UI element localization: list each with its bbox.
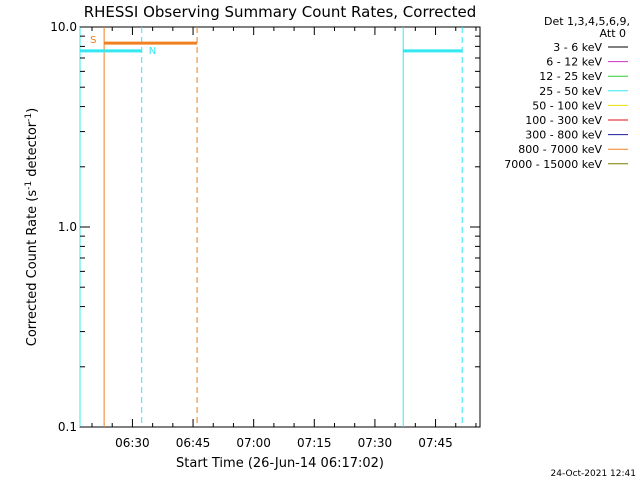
legend-item-label-5: 100 - 300 keV xyxy=(525,114,602,127)
axis-ticks: 06:30 06:45 07:00 07:15 07:30 07:45 0.1 1.0 10.0 xyxy=(50,20,480,450)
y-label-mid: detector xyxy=(25,121,40,181)
y-label-sup1: -1 xyxy=(24,181,34,190)
y-axis-label: Corrected Count Rate (s-1 detector-1) xyxy=(24,108,40,346)
legend-item-label-2: 12 - 25 keV xyxy=(539,70,602,83)
flag-label-s: S xyxy=(90,35,96,46)
x-tick-label-5: 07:45 xyxy=(418,436,453,450)
y-tick-label-1: 1.0 xyxy=(58,220,77,234)
timestamp: 24-Oct-2021 12:41 xyxy=(551,469,636,479)
legend-item-label-1: 6 - 12 keV xyxy=(546,56,602,69)
marker-lines xyxy=(79,27,463,427)
y-label-sup2: -1 xyxy=(24,113,34,122)
x-tick-label-2: 07:00 xyxy=(236,436,271,450)
y-label-end: ) xyxy=(25,108,40,113)
flag-label-n: N xyxy=(149,46,156,57)
x-tick-label-3: 07:15 xyxy=(297,436,332,450)
x-axis-label: Start Time (26-Jun-14 06:17:02) xyxy=(176,456,384,471)
plot-frame xyxy=(79,26,481,428)
x-tick-label-0: 06:30 xyxy=(115,436,150,450)
y-label-main: Corrected Count Rate (s xyxy=(25,190,40,347)
legend-item-label-0: 3 - 6 keV xyxy=(553,41,602,54)
legend-header-line1: Det 1,3,4,5,6,9, xyxy=(544,15,630,28)
plot-area: SN 06:30 06:45 07:00 07:15 07:30 07:450.11.01… xyxy=(50,20,481,450)
y-tick-label-2: 10.0 xyxy=(50,20,77,34)
y-tick-label-0: 0.1 xyxy=(58,420,77,434)
legend-item-label-6: 300 - 800 keV xyxy=(525,129,602,142)
legend-item-label-7: 800 - 7000 keV xyxy=(518,143,602,156)
chart-title: RHESSI Observing Summary Count Rates, Co… xyxy=(84,3,477,21)
legend-item-label-3: 25 - 50 keV xyxy=(539,85,602,98)
legend: Det 1,3,4,5,6,9, Att 0 3 - 6 keV 6 - 12 k… xyxy=(504,15,630,171)
legend-item-label-8: 7000 - 15000 keV xyxy=(504,158,602,171)
legend-header-line2: Att 0 xyxy=(600,27,626,40)
x-tick-label-1: 06:45 xyxy=(176,436,211,450)
legend-item-label-4: 50 - 100 keV xyxy=(532,99,602,112)
flag-bars: SN xyxy=(80,35,463,57)
x-tick-label-4: 07:30 xyxy=(358,436,393,450)
